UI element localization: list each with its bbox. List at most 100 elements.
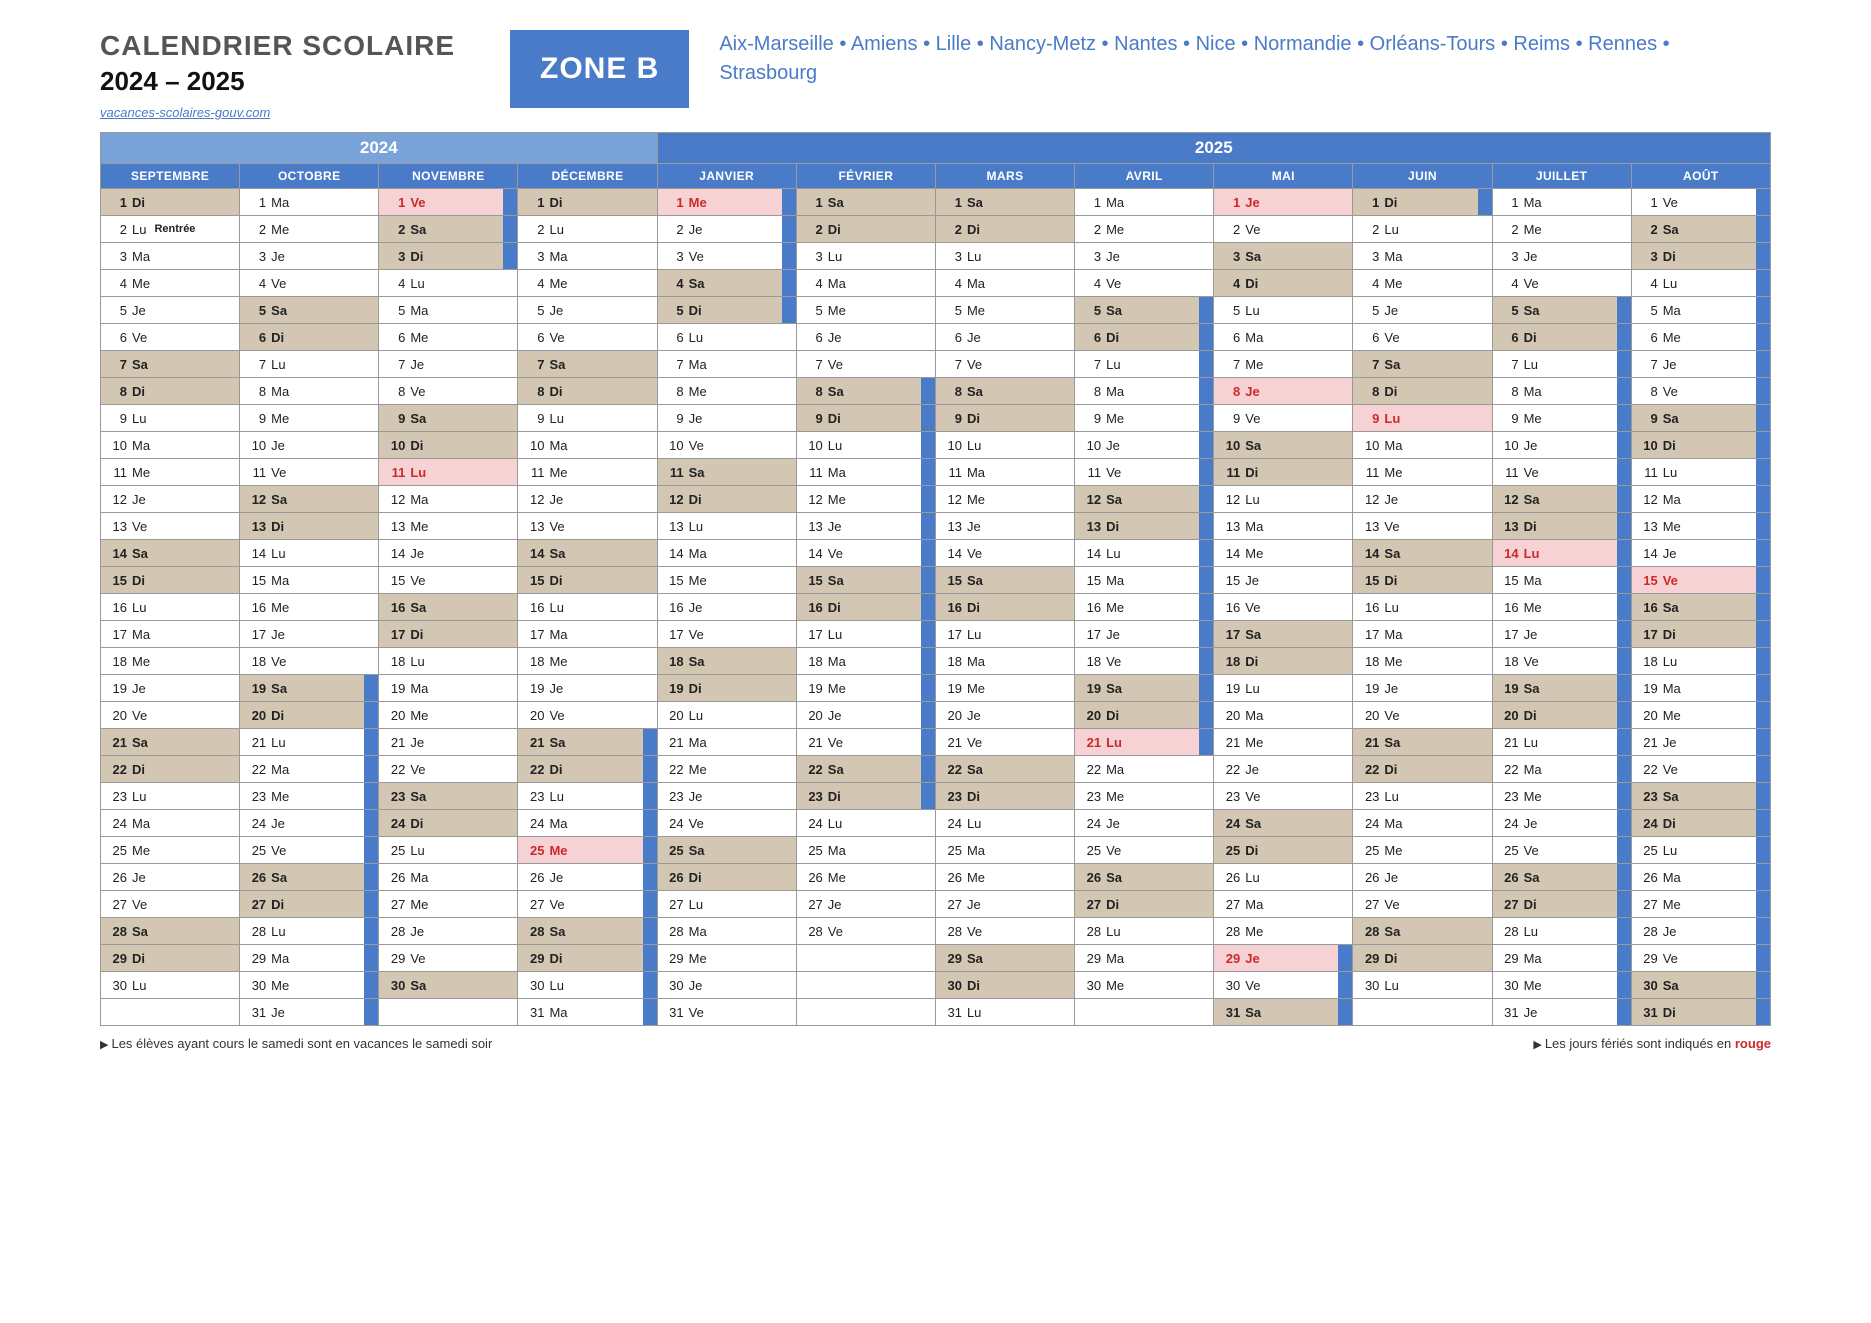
day-cell: 11Sa [657,459,796,486]
day-cell: 12Ma [379,486,518,513]
day-cell: 19Ma [379,675,518,702]
day-cell: 21Sa [518,729,657,756]
day-cell: 5Sa [1075,297,1214,324]
day-row: 20Ve20Di20Me20Ve20Lu20Je20Je20Di20Ma20Ve… [101,702,1771,729]
day-cell: 16Di [796,594,935,621]
day-row: 13Ve13Di13Me13Ve13Lu13Je13Je13Di13Ma13Ve… [101,513,1771,540]
day-cell: 13Ve [1353,513,1492,540]
day-cell: 3Lu [935,243,1074,270]
day-cell: 25Me [1353,837,1492,864]
day-cell: 30Ve [1214,972,1353,999]
month-header: MAI [1214,164,1353,189]
day-cell: 19Me [935,675,1074,702]
month-header: JUILLET [1492,164,1631,189]
day-cell: 2Sa [379,216,518,243]
day-row: 15Di15Ma15Ve15Di15Me15Sa15Sa15Ma15Je15Di… [101,567,1771,594]
day-cell: 18Lu [1631,648,1770,675]
day-row: 22Di22Ma22Ve22Di22Me22Sa22Sa22Ma22Je22Di… [101,756,1771,783]
day-cell: 24Sa [1214,810,1353,837]
month-header: FÉVRIER [796,164,935,189]
source-link[interactable]: vacances-scolaires-gouv.com [100,105,270,120]
day-cell: 7Lu [240,351,379,378]
day-cell: 5Me [935,297,1074,324]
day-cell: 10Ma [518,432,657,459]
day-cell: 6Di [1492,324,1631,351]
day-cell: 24Lu [935,810,1074,837]
day-cell: 29Sa [935,945,1074,972]
header: CALENDRIER SCOLAIRE 2024 – 2025 vacances… [100,30,1771,120]
footnote-right-red: rouge [1735,1036,1771,1051]
day-cell: 17Je [240,621,379,648]
month-header: SEPTEMBRE [101,164,240,189]
day-row: 28Sa28Lu28Je28Sa28Ma28Ve28Ve28Lu28Me28Sa… [101,918,1771,945]
day-cell: 30Lu [101,972,240,999]
day-row: 7Sa7Lu7Je7Sa7Ma7Ve7Ve7Lu7Me7Sa7Lu7Je [101,351,1771,378]
footnote-right-prefix: Les jours fériés sont indiqués en [1545,1036,1735,1051]
day-cell: 15Sa [935,567,1074,594]
day-cell: 14Ve [796,540,935,567]
day-cell: 21Ve [796,729,935,756]
day-cell: 10Ma [101,432,240,459]
day-cell: 7Me [1214,351,1353,378]
day-cell: 28Lu [1075,918,1214,945]
day-cell: 6Je [935,324,1074,351]
day-cell: 3Je [1075,243,1214,270]
day-row: 4Me4Ve4Lu4Me4Sa4Ma4Ma4Ve4Di4Me4Ve4Lu [101,270,1771,297]
footnote-left-text: Les élèves ayant cours le samedi sont en… [111,1036,492,1051]
day-cell: 29Ve [379,945,518,972]
year-row: 20242025 [101,133,1771,164]
day-cell: 8Ma [1492,378,1631,405]
day-cell: 12Je [518,486,657,513]
day-cell: 5Sa [240,297,379,324]
day-cell: 16Me [1075,594,1214,621]
day-cell: 20Me [379,702,518,729]
day-cell: 1Di [1353,189,1492,216]
day-cell: 25Ma [796,837,935,864]
day-cell: 22Sa [796,756,935,783]
day-cell: 22Me [657,756,796,783]
day-cell: 3Ma [101,243,240,270]
day-row: 25Me25Ve25Lu25Me25Sa25Ma25Ma25Ve25Di25Me… [101,837,1771,864]
day-cell: 3Ma [518,243,657,270]
day-cell: 5Je [101,297,240,324]
day-cell: 27Me [379,891,518,918]
day-cell: 8Sa [796,378,935,405]
day-cell: 13Di [1492,513,1631,540]
day-cell: 1Ma [240,189,379,216]
day-cell: 6Me [1631,324,1770,351]
day-cell: 26Sa [1492,864,1631,891]
day-cell: 25Ve [240,837,379,864]
day-cell: 23Me [1075,783,1214,810]
day-cell: 25Sa [657,837,796,864]
day-cell: 9Ve [1214,405,1353,432]
day-cell: 21Ve [935,729,1074,756]
day-cell: 5Sa [1492,297,1631,324]
calendar-table: 20242025 SEPTEMBREOCTOBRENOVEMBREDÉCEMBR… [100,132,1771,1026]
day-cell: 29Ma [1492,945,1631,972]
day-cell: 6Ve [101,324,240,351]
day-cell: 10Lu [796,432,935,459]
day-cell: 29Ma [240,945,379,972]
day-cell: 29Di [1353,945,1492,972]
day-cell: 20Me [1631,702,1770,729]
day-cell: 18Lu [379,648,518,675]
day-cell: 9Lu [518,405,657,432]
day-row: 23Lu23Me23Sa23Lu23Je23Di23Di23Me23Ve23Lu… [101,783,1771,810]
day-cell: 18Di [1214,648,1353,675]
day-cell: 28Je [379,918,518,945]
day-cell: 3Je [1492,243,1631,270]
day-cell: 9Lu [1353,405,1492,432]
day-cell: 4Ma [796,270,935,297]
day-cell: 20Ve [1353,702,1492,729]
day-row: 30Lu30Me30Sa30Lu30Je30Di30Me30Ve30Lu30Me… [101,972,1771,999]
day-cell: 6Ve [518,324,657,351]
day-cell: 13Lu [657,513,796,540]
month-header: DÉCEMBRE [518,164,657,189]
day-cell: 11Me [101,459,240,486]
day-cell: 20Di [1075,702,1214,729]
day-cell: 6Lu [657,324,796,351]
day-cell: 19Di [657,675,796,702]
day-cell: 3Je [240,243,379,270]
day-cell: 19Lu [1214,675,1353,702]
day-row: 24Ma24Je24Di24Ma24Ve24Lu24Lu24Je24Sa24Ma… [101,810,1771,837]
